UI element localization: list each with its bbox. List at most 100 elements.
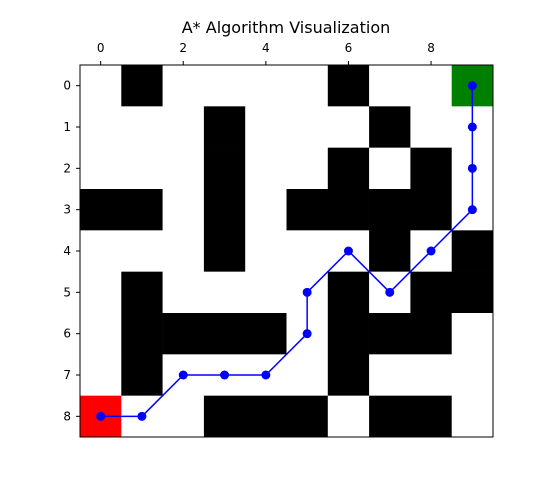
obstacle-cell <box>204 396 246 438</box>
path-point <box>427 247 436 256</box>
path-point <box>303 329 312 338</box>
free-cell <box>245 148 287 190</box>
free-cell <box>80 148 122 190</box>
path-point <box>385 288 394 297</box>
path-point <box>344 247 353 256</box>
free-cell <box>452 313 494 355</box>
free-cell <box>410 354 452 396</box>
obstacle-cell <box>452 272 494 314</box>
obstacle-cell <box>410 313 452 355</box>
free-cell <box>328 396 370 438</box>
y-tick-label: 4 <box>63 244 71 258</box>
y-tick-label: 6 <box>63 327 71 341</box>
free-cell <box>80 65 122 107</box>
x-tick-label: 0 <box>97 41 105 55</box>
obstacle-cell <box>204 148 246 190</box>
obstacle-cell <box>163 313 205 355</box>
free-cell <box>410 65 452 107</box>
free-cell <box>328 106 370 148</box>
x-tick-label: 8 <box>427 41 435 55</box>
free-cell <box>287 65 329 107</box>
free-cell <box>369 354 411 396</box>
path-point <box>261 371 270 380</box>
path-point <box>220 371 229 380</box>
obstacle-cell <box>204 230 246 272</box>
obstacle-cell <box>328 148 370 190</box>
free-cell <box>452 396 494 438</box>
free-cell <box>163 189 205 231</box>
y-axis: 0 1 2 3 4 5 6 7 8 <box>63 79 80 424</box>
obstacle-cell <box>287 189 329 231</box>
path-point <box>137 412 146 421</box>
obstacle-cell <box>204 106 246 148</box>
path-point <box>303 288 312 297</box>
path-point <box>468 205 477 214</box>
obstacle-cell <box>121 189 163 231</box>
x-tick-label: 6 <box>345 41 353 55</box>
free-cell <box>369 148 411 190</box>
free-cell <box>410 106 452 148</box>
obstacle-cell <box>245 313 287 355</box>
obstacle-cell <box>121 65 163 107</box>
y-tick-label: 1 <box>63 120 71 134</box>
free-cell <box>121 148 163 190</box>
obstacle-cell <box>328 354 370 396</box>
obstacle-cell <box>369 313 411 355</box>
chart-title: A* Algorithm Visualization <box>182 18 391 37</box>
obstacle-cell <box>452 230 494 272</box>
x-tick-label: 4 <box>262 41 270 55</box>
path-point <box>468 81 477 90</box>
path-point <box>179 371 188 380</box>
y-tick-label: 5 <box>63 285 71 299</box>
free-cell <box>452 354 494 396</box>
free-cell <box>287 148 329 190</box>
free-cell <box>121 106 163 148</box>
free-cell <box>80 106 122 148</box>
free-cell <box>80 313 122 355</box>
free-cell <box>204 65 246 107</box>
obstacle-cell <box>328 189 370 231</box>
obstacle-cell <box>410 148 452 190</box>
free-cell <box>163 272 205 314</box>
obstacle-cell <box>369 189 411 231</box>
free-cell <box>287 230 329 272</box>
obstacle-cell <box>121 272 163 314</box>
obstacle-cell <box>328 272 370 314</box>
path-point <box>468 164 477 173</box>
obstacle-cell <box>410 189 452 231</box>
obstacle-cell <box>369 230 411 272</box>
obstacle-cell <box>204 313 246 355</box>
x-tick-label: 2 <box>179 41 187 55</box>
free-cell <box>245 230 287 272</box>
obstacle-cell <box>287 396 329 438</box>
free-cell <box>80 230 122 272</box>
free-cell <box>245 272 287 314</box>
obstacle-cell <box>410 396 452 438</box>
free-cell <box>245 189 287 231</box>
path-point <box>96 412 105 421</box>
obstacle-cell <box>121 313 163 355</box>
free-cell <box>287 354 329 396</box>
obstacle-cell <box>245 396 287 438</box>
free-cell <box>245 106 287 148</box>
free-cell <box>163 106 205 148</box>
y-tick-label: 7 <box>63 368 71 382</box>
free-cell <box>163 230 205 272</box>
obstacle-cell <box>410 272 452 314</box>
free-cell <box>287 106 329 148</box>
obstacle-cell <box>80 189 122 231</box>
y-tick-label: 0 <box>63 79 71 93</box>
free-cell <box>163 65 205 107</box>
free-cell <box>163 396 205 438</box>
obstacle-cell <box>369 396 411 438</box>
free-cell <box>80 272 122 314</box>
free-cell <box>80 354 122 396</box>
free-cell <box>163 148 205 190</box>
free-cell <box>245 65 287 107</box>
y-tick-label: 2 <box>63 161 71 175</box>
y-tick-label: 8 <box>63 409 71 423</box>
obstacle-cell <box>121 354 163 396</box>
obstacle-cell <box>328 65 370 107</box>
path-point <box>468 123 477 132</box>
obstacle-cell <box>369 106 411 148</box>
